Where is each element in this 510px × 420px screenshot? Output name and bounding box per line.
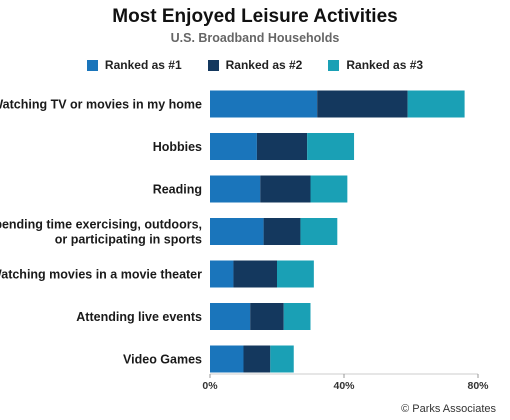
chart-legend: Ranked as #1 Ranked as #2 Ranked as #3 bbox=[0, 58, 510, 72]
bar-rank-2 bbox=[243, 345, 271, 373]
legend-label-rank-2: Ranked as #2 bbox=[225, 58, 303, 72]
legend-swatch-rank-3 bbox=[328, 59, 340, 71]
bar-rank-1 bbox=[210, 90, 318, 118]
bar-rank-1 bbox=[210, 260, 234, 288]
bar-rank-2 bbox=[250, 303, 284, 330]
bar-rank-3 bbox=[270, 345, 294, 373]
bar-rank-2 bbox=[260, 175, 311, 203]
category-label: Spending time exercising, outdoors, bbox=[0, 218, 202, 232]
category-label: Watching movies in a movie theater bbox=[0, 268, 202, 282]
category-label: or participating in sports bbox=[55, 233, 202, 247]
legend-label-rank-3: Ranked as #3 bbox=[346, 58, 424, 72]
legend-label-rank-1: Ranked as #1 bbox=[104, 58, 182, 72]
x-tick-label: 0% bbox=[202, 380, 218, 392]
bar-rank-2 bbox=[263, 218, 301, 245]
category-label: Hobbies bbox=[153, 140, 202, 154]
bar-rank-2 bbox=[256, 133, 308, 160]
bar-rank-1 bbox=[210, 133, 257, 160]
bar-rank-1 bbox=[210, 218, 264, 245]
category-label: Attending live events bbox=[76, 310, 202, 324]
chart-subtitle: U.S. Broadband Households bbox=[170, 31, 340, 45]
bar-rank-3 bbox=[307, 133, 355, 160]
bar-rank-3 bbox=[300, 218, 338, 245]
bar-rank-1 bbox=[210, 175, 261, 203]
legend-swatch-rank-2 bbox=[207, 59, 219, 71]
bar-rank-2 bbox=[317, 90, 408, 118]
legend-item-rank-3: Ranked as #3 bbox=[328, 58, 423, 72]
category-label: Video Games bbox=[123, 353, 202, 367]
legend-item-rank-2: Ranked as #2 bbox=[207, 58, 303, 72]
bar-rank-3 bbox=[310, 175, 348, 203]
x-tick-label: 40% bbox=[333, 380, 355, 392]
category-label: Watching TV or movies in my home bbox=[0, 98, 202, 112]
bar-rank-3 bbox=[283, 303, 311, 330]
category-label: Reading bbox=[153, 183, 202, 197]
bar-rank-2 bbox=[233, 260, 277, 288]
bar-rank-3 bbox=[277, 260, 314, 288]
bar-rank-3 bbox=[407, 90, 465, 118]
legend-swatch-rank-1 bbox=[86, 59, 98, 71]
chart-title: Most Enjoyed Leisure Activities bbox=[112, 6, 398, 27]
bar-rank-1 bbox=[210, 345, 244, 373]
source-credit: © Parks Associates bbox=[401, 403, 496, 415]
legend-item-rank-1: Ranked as #1 bbox=[86, 58, 182, 72]
bar-rank-1 bbox=[210, 303, 251, 330]
x-tick-label: 80% bbox=[467, 380, 489, 392]
